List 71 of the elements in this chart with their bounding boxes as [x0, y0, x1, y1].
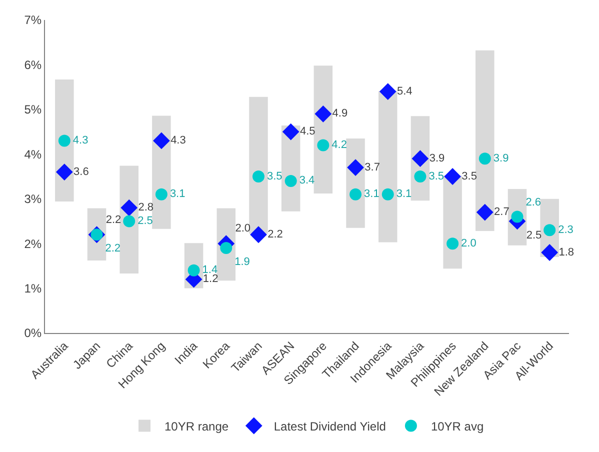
- data-label: 1.9: [234, 256, 250, 268]
- data-label: 2.7: [494, 206, 510, 218]
- data-label: 4.2: [332, 138, 347, 151]
- point: [544, 224, 556, 236]
- y-tick-label: 0%: [24, 326, 42, 340]
- data-label: 2.0: [235, 222, 251, 235]
- data-label: 3.1: [364, 188, 380, 200]
- point: [382, 188, 394, 200]
- data-label: 4.3: [72, 134, 88, 146]
- data-label: 2.0: [461, 237, 476, 250]
- point: [56, 164, 73, 180]
- data-label: 2.2: [268, 228, 283, 240]
- point: [541, 244, 558, 261]
- data-label: 3.5: [266, 170, 282, 182]
- point: [284, 174, 297, 187]
- data-label: 2.8: [138, 202, 154, 214]
- data-label: 5.4: [396, 85, 412, 98]
- data-label: 4.3: [170, 134, 186, 146]
- data-label: 3.1: [170, 188, 186, 200]
- data-label: 3.4: [299, 174, 315, 187]
- point: [120, 199, 138, 216]
- data-label: 2.5: [138, 214, 153, 227]
- data-label: 2.2: [106, 214, 122, 226]
- y-tick-label: 7%: [24, 13, 42, 28]
- data-label: 2.6: [526, 196, 542, 208]
- data-label: 1.8: [558, 246, 574, 258]
- y-tick-label: 6%: [24, 58, 42, 72]
- data-label: 2.2: [105, 242, 121, 254]
- point: [123, 215, 136, 228]
- point: [478, 152, 491, 165]
- point: [511, 210, 524, 223]
- y-tick-label: 2%: [24, 236, 42, 251]
- point: [220, 242, 232, 254]
- data-label: 3.9: [493, 152, 509, 164]
- data-label: 4.9: [332, 108, 348, 120]
- point: [412, 150, 429, 168]
- point: [446, 238, 459, 250]
- point: [350, 188, 362, 200]
- point: [152, 132, 170, 150]
- point: [476, 204, 494, 221]
- data-label: 3.7: [364, 161, 380, 174]
- data-label: 3.5: [428, 170, 444, 182]
- y-tick-label: 3%: [24, 192, 42, 206]
- data-label: 2.5: [526, 230, 542, 242]
- data-label: 3.5: [462, 170, 477, 182]
- bar: [249, 96, 268, 234]
- legend-label: 10YR avg: [430, 419, 484, 434]
- point: [317, 139, 330, 152]
- y-tick-label: 4%: [24, 147, 42, 162]
- point: [347, 159, 364, 176]
- y-tick-label: 5%: [24, 102, 42, 117]
- legend-label: Latest Dividend Yield: [274, 419, 386, 434]
- point: [58, 134, 70, 147]
- data-label: 4.5: [300, 126, 316, 138]
- bar: [476, 50, 494, 232]
- data-label: 3.6: [74, 166, 89, 178]
- data-label: 3.9: [429, 152, 445, 164]
- bar: [378, 91, 398, 242]
- data-label: 1.2: [202, 273, 218, 286]
- data-label: 2.3: [558, 224, 574, 236]
- point: [252, 170, 264, 182]
- point: [444, 168, 462, 185]
- point: [414, 170, 426, 182]
- point: [314, 105, 332, 122]
- point: [379, 83, 396, 100]
- point: [155, 188, 168, 200]
- legend-label: 10YR range: [164, 419, 229, 434]
- data-label: 3.1: [396, 188, 412, 200]
- point: [282, 123, 300, 140]
- point: [250, 226, 267, 244]
- y-tick-label: 1%: [24, 281, 42, 296]
